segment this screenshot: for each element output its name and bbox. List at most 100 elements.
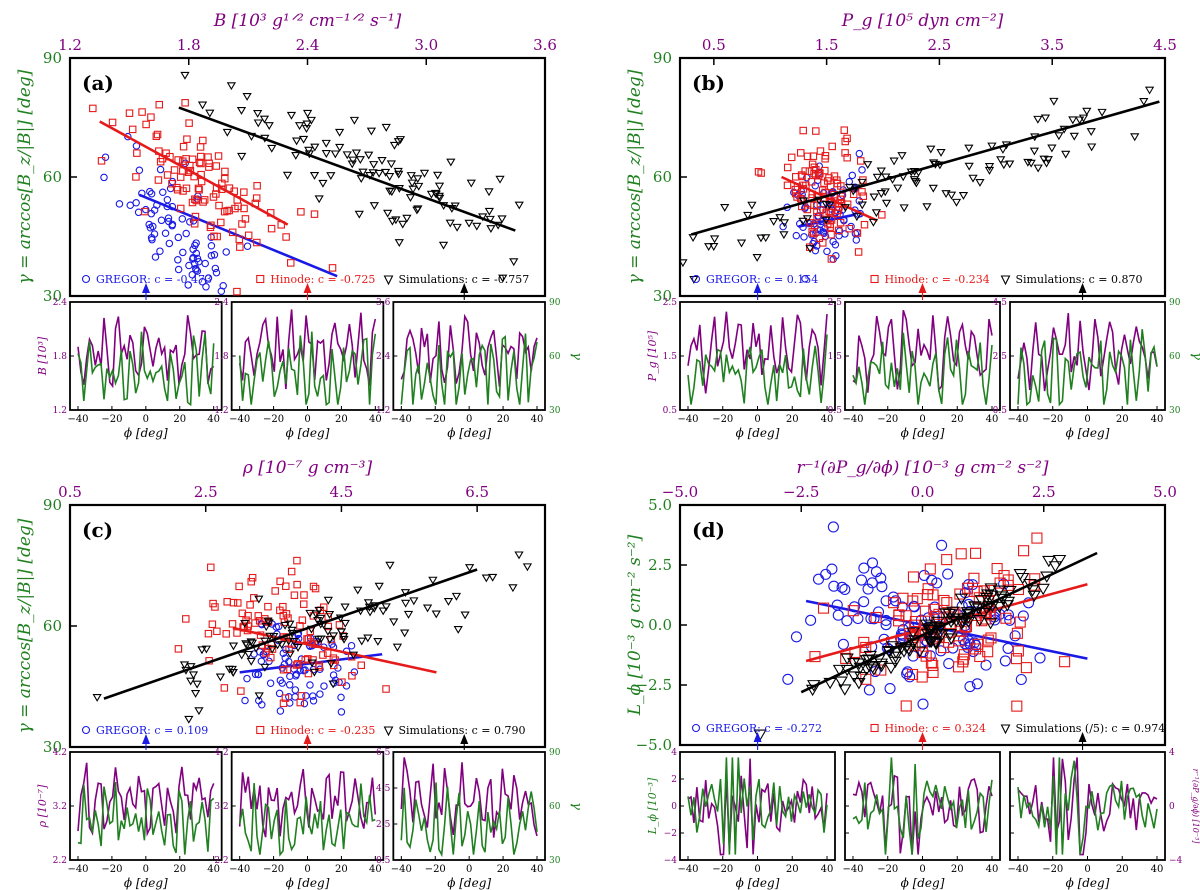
point-simulations — [244, 650, 254, 659]
inset-right-tick-label: 90 — [549, 748, 561, 758]
point-simulations — [374, 169, 384, 178]
point-gregor — [156, 247, 164, 255]
legend-text: Hinode: c = 0.324 — [885, 722, 986, 735]
inset-x-tick-label: 20 — [786, 414, 799, 425]
point-simulations — [664, 232, 671, 238]
point-simulations — [466, 179, 476, 188]
inset-right-tick-label: 30 — [1169, 406, 1181, 416]
point-simulations — [983, 618, 998, 630]
point-hinode — [328, 264, 337, 272]
inset-connector-arrow — [1078, 732, 1087, 742]
inset-y-tick-label: 2.5 — [993, 352, 1008, 362]
inset-right-tick-label: 0 — [1169, 802, 1175, 812]
inset-right-tick-label: 4 — [1169, 748, 1175, 758]
point-hinode — [907, 595, 919, 607]
inset-y-tick-label: 1.8 — [53, 352, 68, 362]
point-gregor — [839, 583, 851, 595]
point-simulations — [339, 635, 349, 644]
point-simulations — [852, 213, 862, 222]
point-simulations — [387, 188, 397, 197]
point-simulations — [1130, 133, 1140, 142]
inset-line-green — [238, 331, 377, 407]
legend-marker-gregor — [691, 274, 701, 284]
point-gregor — [146, 223, 155, 232]
point-hinode — [812, 127, 820, 135]
legend-marker-hinode — [870, 723, 879, 733]
inset-x-tick-label: 40 — [531, 864, 544, 875]
inset-x-tick-label: −40 — [67, 864, 88, 875]
point-simulations — [709, 243, 719, 251]
point-hinode — [154, 176, 163, 184]
point-hinode — [297, 208, 305, 216]
point-hinode — [856, 157, 865, 165]
inset-y-tick-label: 4.5 — [993, 298, 1008, 308]
point-simulations — [368, 169, 378, 178]
point-hinode — [787, 153, 796, 162]
point-hinode — [810, 169, 818, 178]
point-simulations — [398, 220, 408, 229]
point-simulations — [880, 188, 890, 197]
point-gregor — [334, 664, 342, 672]
point-gregor — [151, 253, 160, 261]
point-hinode — [812, 166, 820, 174]
point-gregor — [192, 266, 200, 274]
point-simulations — [834, 676, 848, 688]
point-hinode — [840, 126, 849, 134]
point-hinode — [357, 661, 365, 669]
inset-line-green — [77, 331, 215, 407]
point-simulations — [1075, 116, 1085, 125]
inset-x-tick-label: 40 — [369, 414, 382, 425]
point-hinode — [108, 118, 117, 127]
point-hinode — [348, 672, 356, 680]
point-hinode — [830, 172, 839, 180]
inset-x-label: ϕ [deg] — [736, 876, 780, 890]
point-hinode — [208, 620, 217, 628]
point-simulations — [309, 172, 320, 180]
point-hinode — [282, 610, 291, 618]
point-hinode — [190, 220, 199, 228]
point-hinode — [155, 100, 164, 109]
inset-lines — [852, 757, 993, 855]
x-tick-label: 3.0 — [414, 36, 438, 54]
point-gregor — [801, 275, 809, 283]
point-hinode — [176, 173, 185, 181]
point-simulations — [1170, 98, 1177, 104]
inset-right-tick-label: 90 — [549, 298, 561, 308]
point-simulations — [443, 598, 454, 606]
point-simulations — [857, 201, 867, 210]
point-hinode — [209, 599, 217, 608]
point-simulations — [419, 169, 430, 178]
point-hinode — [207, 221, 215, 230]
point-simulations — [663, 266, 670, 272]
y-tick-label: 30 — [653, 287, 672, 305]
y-tick-label: 90 — [43, 49, 62, 67]
point-simulations — [426, 190, 437, 199]
point-gregor — [306, 681, 314, 689]
inset-y-tick-label: 1.5 — [663, 352, 678, 362]
point-hinode — [807, 178, 816, 186]
legend-marker-sim — [383, 275, 394, 286]
inset-x-tick-label: −40 — [677, 414, 698, 425]
point-simulations — [357, 637, 367, 646]
inset-x-tick-label: 40 — [986, 864, 999, 875]
inset-lines — [400, 313, 538, 405]
point-simulations — [340, 619, 350, 628]
point-simulations — [254, 595, 264, 604]
point-hinode — [808, 228, 816, 236]
point-simulations — [394, 239, 404, 248]
point-simulations — [330, 150, 340, 159]
inset-b-1: 0.5 1.5 2.5 P_g [10⁵] −40 −20 0 20 40 ϕ [deg] — [646, 298, 836, 440]
inset-x-tick-label: 0 — [754, 864, 760, 875]
point-simulations — [974, 595, 988, 607]
inset-x-tick-label: 0 — [1084, 414, 1090, 425]
point-simulations — [364, 151, 374, 160]
point-simulations — [897, 152, 907, 161]
point-simulations — [996, 156, 1006, 165]
point-gregor — [189, 253, 197, 262]
point-gregor — [168, 221, 176, 230]
point-hinode — [799, 126, 807, 135]
point-hinode — [185, 119, 193, 127]
inset-x-tick-label: −20 — [101, 864, 122, 875]
point-simulations — [336, 628, 346, 637]
point-gregor — [848, 171, 857, 180]
